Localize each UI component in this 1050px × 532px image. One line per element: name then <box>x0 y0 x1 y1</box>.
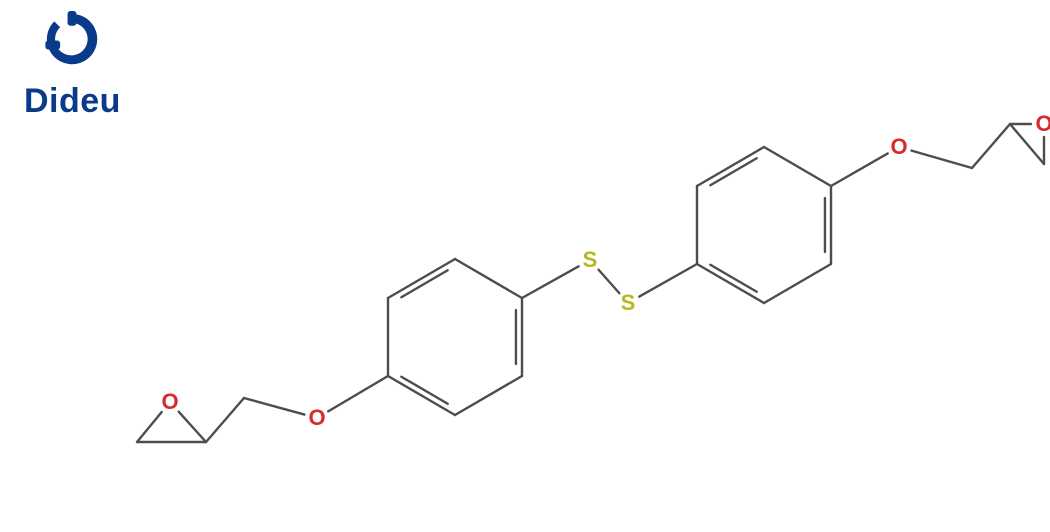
atom-label-o: O <box>890 134 907 160</box>
molecule-structure <box>0 0 1050 532</box>
atom-label-o: O <box>161 389 178 415</box>
atom-label-o: O <box>1035 111 1050 137</box>
atom-label-o: O <box>308 405 325 431</box>
diagram-canvas: Dideu OOSSOO <box>0 0 1050 532</box>
atom-label-s: S <box>583 247 598 273</box>
atom-label-s: S <box>621 290 636 316</box>
